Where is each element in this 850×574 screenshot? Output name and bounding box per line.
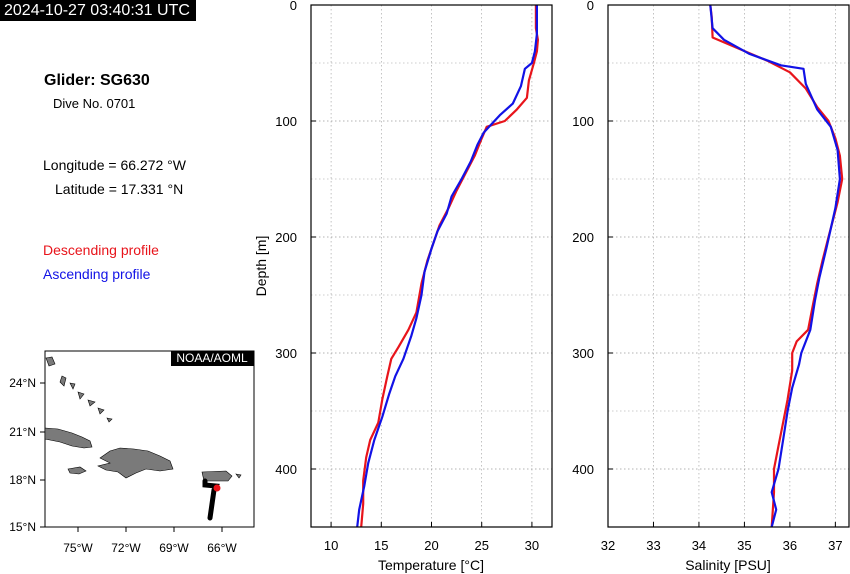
x-tick-label: 35 <box>737 538 751 553</box>
island-caicos <box>106 417 113 423</box>
map-lon-label: 75°W <box>63 541 93 555</box>
longitude-readout: Longitude = 66.272 °W <box>43 157 186 173</box>
salinity-frame <box>607 4 850 528</box>
temperature-plot: 10 15 20 25 30 0 100 200 300 400 Temperature [°C… <box>253 0 553 573</box>
glider-position-marker <box>213 484 221 492</box>
x-tick-label: 34 <box>692 538 706 553</box>
glider-title: Glider: SG630 <box>44 72 150 89</box>
x-tick-label: 30 <box>525 538 539 553</box>
x-tick-label: 36 <box>783 538 797 553</box>
y-tick-label: 200 <box>572 230 594 245</box>
legend-ascending: Ascending profile <box>43 266 151 282</box>
salinity-y-ticks: 0 100 200 300 400 <box>572 0 613 477</box>
map-lat-label: 18°N <box>9 473 36 487</box>
x-tick-label: 33 <box>646 538 660 553</box>
dive-number: Dive No. 0701 <box>53 96 136 111</box>
map-lon-label: 69°W <box>159 541 189 555</box>
timestamp-banner: 2024-10-27 03:40:31 UTC <box>0 0 196 21</box>
ascending-profile-line <box>356 5 538 528</box>
island-bahamas <box>87 399 96 407</box>
legend-descending: Descending profile <box>43 242 159 258</box>
island-cuba <box>44 427 93 449</box>
temperature-grid <box>311 5 552 527</box>
x-tick-label: 32 <box>601 538 615 553</box>
map-credit-box <box>171 351 254 366</box>
y-tick-label: 400 <box>572 462 594 477</box>
x-tick-label: 37 <box>828 538 842 553</box>
island-bahamas <box>77 391 85 400</box>
x-tick-label: 20 <box>424 538 438 553</box>
island-bahamas <box>45 356 56 367</box>
x-tick-label: 10 <box>324 538 338 553</box>
y-tick-label: 400 <box>275 462 297 477</box>
salinity-plot: 32 33 34 35 36 37 0 100 200 300 400 Salinity [PSU… <box>572 0 850 573</box>
island-turks <box>97 407 105 415</box>
salinity-x-ticks: 32 33 34 35 36 37 <box>601 522 843 553</box>
map-lon-label: 66°W <box>207 541 237 555</box>
temperature-x-ticks: 10 15 20 25 30 <box>324 522 539 553</box>
map-credit: NOAA/AOML <box>176 351 248 365</box>
temperature-lines <box>356 5 539 528</box>
map-lat-label: 15°N <box>9 520 36 534</box>
y-tick-label: 0 <box>587 0 594 13</box>
map-lat-label: 21°N <box>9 425 36 439</box>
island-bahamas <box>59 375 67 387</box>
y-tick-label: 100 <box>572 114 594 129</box>
map-ticks: 24°N 21°N 18°N 15°N 75°W 72°W 69°W 66°W <box>9 376 237 555</box>
map-lon-label: 72°W <box>111 541 141 555</box>
location-map: NOAA/AOML 24°N 21°N 18°N <box>9 350 255 555</box>
ascending-profile-line <box>709 4 841 528</box>
y-tick-label: 0 <box>290 0 297 13</box>
temperature-x-axis-label: Temperature [°C] <box>378 557 484 573</box>
y-tick-label: 300 <box>572 346 594 361</box>
salinity-lines <box>709 4 844 528</box>
descending-profile-line <box>360 5 539 528</box>
salinity-grid <box>607 5 849 527</box>
map-lat-label: 24°N <box>9 376 36 390</box>
latitude-readout: Latitude = 17.331 °N <box>55 181 184 197</box>
island-jamaica <box>67 466 87 475</box>
depth-axis-label: Depth [m] <box>253 236 269 297</box>
y-tick-label: 100 <box>275 114 297 129</box>
y-tick-label: 300 <box>275 346 297 361</box>
y-tick-label: 200 <box>275 230 297 245</box>
temperature-y-ticks: 0 100 200 300 400 <box>275 0 316 477</box>
land-masses <box>44 356 242 482</box>
salinity-x-axis-label: Salinity [PSU] <box>685 557 771 573</box>
x-tick-label: 15 <box>374 538 388 553</box>
island-virgin-islands <box>235 473 242 479</box>
island-bahamas <box>69 382 76 390</box>
x-tick-label: 25 <box>474 538 488 553</box>
island-hispaniola <box>97 447 174 479</box>
